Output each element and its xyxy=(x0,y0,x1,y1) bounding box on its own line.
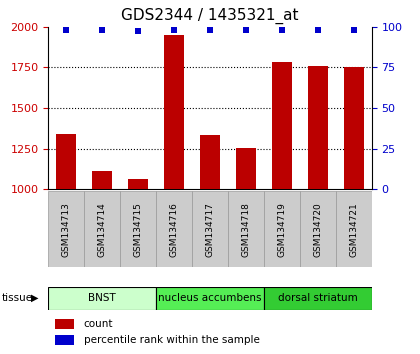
Bar xyxy=(56,134,76,189)
Point xyxy=(171,27,177,33)
Text: ▶: ▶ xyxy=(31,293,38,303)
Bar xyxy=(92,171,112,189)
Bar xyxy=(192,191,228,267)
Text: GSM134718: GSM134718 xyxy=(241,202,250,257)
Point xyxy=(135,29,142,34)
Point xyxy=(243,27,249,33)
Bar xyxy=(55,319,74,329)
Text: tissue: tissue xyxy=(2,293,33,303)
Text: GSM134721: GSM134721 xyxy=(349,202,358,257)
Point xyxy=(315,27,321,33)
Bar xyxy=(55,335,74,345)
Bar xyxy=(48,287,156,310)
Bar xyxy=(236,148,256,189)
Bar xyxy=(272,62,292,189)
Title: GDS2344 / 1435321_at: GDS2344 / 1435321_at xyxy=(121,7,299,24)
Point xyxy=(207,27,213,33)
Bar xyxy=(164,35,184,189)
Bar xyxy=(228,191,264,267)
Text: GSM134714: GSM134714 xyxy=(98,202,107,257)
Bar xyxy=(200,135,220,189)
Text: GSM134715: GSM134715 xyxy=(134,202,143,257)
Point xyxy=(278,27,285,33)
Bar xyxy=(156,287,264,310)
Bar xyxy=(336,191,372,267)
Bar xyxy=(84,191,120,267)
Point xyxy=(99,27,105,33)
Text: count: count xyxy=(84,319,113,329)
Bar xyxy=(344,67,364,189)
Bar xyxy=(308,65,328,189)
Text: dorsal striatum: dorsal striatum xyxy=(278,293,358,303)
Text: BNST: BNST xyxy=(88,293,116,303)
Bar xyxy=(156,191,192,267)
Bar xyxy=(120,191,156,267)
Text: GSM134717: GSM134717 xyxy=(205,202,215,257)
Text: GSM134713: GSM134713 xyxy=(62,202,71,257)
Bar xyxy=(48,191,84,267)
Bar xyxy=(300,191,336,267)
Point xyxy=(63,27,70,33)
Text: nucleus accumbens: nucleus accumbens xyxy=(158,293,262,303)
Bar xyxy=(264,287,372,310)
Text: GSM134716: GSM134716 xyxy=(170,202,178,257)
Bar xyxy=(264,191,300,267)
Text: percentile rank within the sample: percentile rank within the sample xyxy=(84,335,260,345)
Point xyxy=(350,27,357,33)
Text: GSM134720: GSM134720 xyxy=(313,202,322,257)
Text: GSM134719: GSM134719 xyxy=(277,202,286,257)
Bar xyxy=(128,179,148,189)
